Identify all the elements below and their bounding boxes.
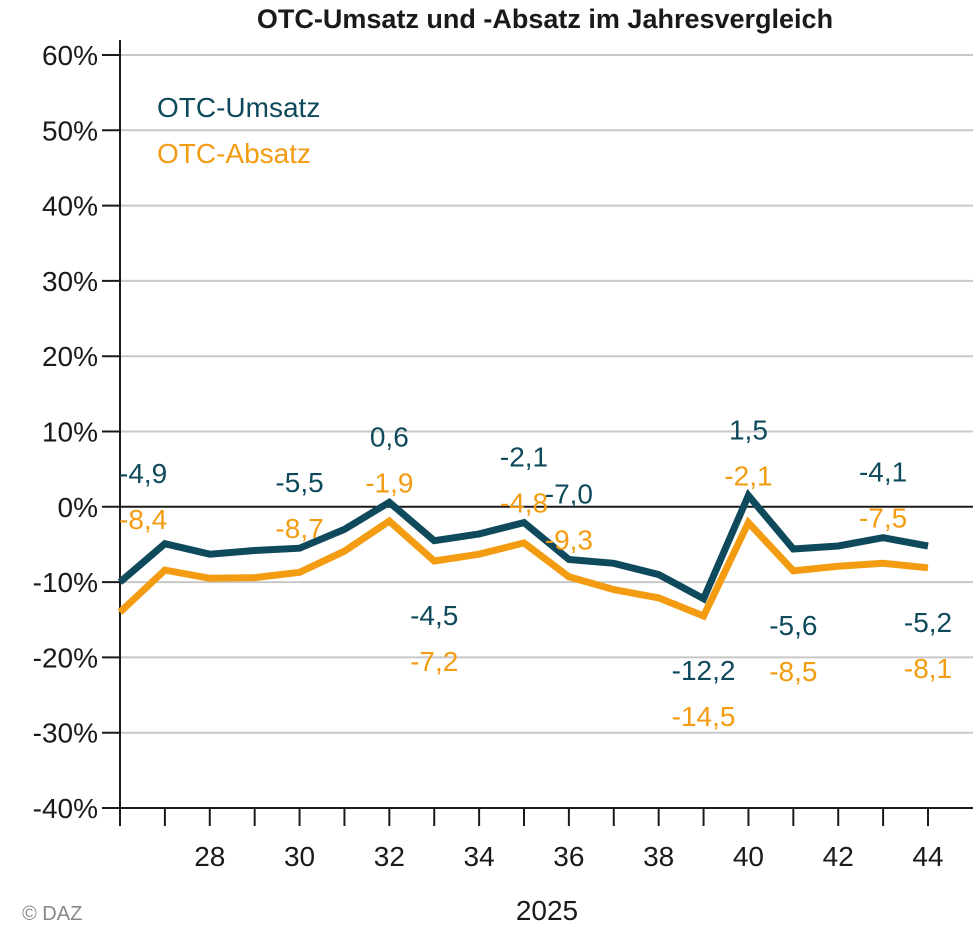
data-label-absatz: -2,1 bbox=[724, 461, 772, 492]
x-tick-label: 38 bbox=[643, 841, 674, 872]
series-lines bbox=[117, 488, 929, 621]
legend: OTC-Umsatz OTC-Absatz bbox=[157, 92, 320, 169]
y-tick-label: 10% bbox=[42, 417, 98, 448]
data-label-absatz: -9,3 bbox=[545, 525, 593, 556]
data-label-umsatz: -4,9 bbox=[119, 458, 167, 489]
data-label-umsatz: -4,5 bbox=[410, 600, 458, 631]
y-tick-label: 30% bbox=[42, 266, 98, 297]
data-label-umsatz: -12,2 bbox=[672, 655, 736, 686]
y-tick-label: -10% bbox=[33, 567, 98, 598]
data-labels: -4,9-8,4-5,5-8,70,6-1,9-4,5-7,2-2,1-4,8-… bbox=[119, 415, 952, 732]
data-label-umsatz: 0,6 bbox=[370, 421, 409, 452]
x-tick-label: 32 bbox=[374, 841, 405, 872]
data-label-umsatz: -5,2 bbox=[904, 607, 952, 638]
y-tick-label: -20% bbox=[33, 642, 98, 673]
data-label-umsatz: -7,0 bbox=[545, 479, 593, 510]
data-label-umsatz: -2,1 bbox=[500, 442, 548, 473]
data-label-absatz: -14,5 bbox=[672, 701, 736, 732]
x-tick-label: 30 bbox=[284, 841, 315, 872]
data-label-umsatz: -4,1 bbox=[859, 457, 907, 488]
x-tick-label: 40 bbox=[733, 841, 764, 872]
x-axis-label: 2025 bbox=[516, 895, 578, 926]
y-tick-label: 60% bbox=[42, 40, 98, 71]
legend-item-umsatz: OTC-Umsatz bbox=[157, 92, 320, 123]
x-tick-label: 44 bbox=[912, 841, 943, 872]
chart-title: OTC-Umsatz und -Absatz im Jahresvergleic… bbox=[257, 4, 833, 34]
data-label-absatz: -8,5 bbox=[769, 656, 817, 687]
legend-item-absatz: OTC-Absatz bbox=[157, 138, 311, 169]
copyright-source: © DAZ bbox=[22, 903, 82, 925]
data-label-absatz: -7,5 bbox=[859, 503, 907, 534]
x-tick-label: 36 bbox=[553, 841, 584, 872]
y-axis: 60% 50% 40% 30% 20% 10% 0% -10% -20% -30% -40% bbox=[33, 40, 121, 826]
gridlines bbox=[120, 54, 973, 734]
x-tick-label: 42 bbox=[823, 841, 854, 872]
series-line-absatz bbox=[117, 516, 929, 621]
y-tick-label: 0% bbox=[58, 492, 98, 523]
y-tick-label: -40% bbox=[33, 793, 98, 824]
data-label-absatz: -4,8 bbox=[500, 488, 548, 519]
data-label-umsatz: -5,5 bbox=[275, 467, 323, 498]
y-tick-label: 50% bbox=[42, 115, 98, 146]
data-label-absatz: -7,2 bbox=[410, 646, 458, 677]
x-tick-label: 28 bbox=[194, 841, 225, 872]
x-tick-label: 34 bbox=[464, 841, 495, 872]
data-label-absatz: -8,7 bbox=[275, 513, 323, 544]
y-tick-label: -30% bbox=[33, 718, 98, 749]
series-line-umsatz bbox=[117, 488, 929, 604]
data-label-umsatz: -5,6 bbox=[769, 610, 817, 641]
y-tick-label: 40% bbox=[42, 191, 98, 222]
data-label-absatz: -8,4 bbox=[119, 504, 167, 535]
data-label-absatz: -8,1 bbox=[904, 653, 952, 684]
data-label-absatz: -1,9 bbox=[365, 467, 413, 498]
data-label-umsatz: 1,5 bbox=[729, 415, 768, 446]
y-tick-label: 20% bbox=[42, 341, 98, 372]
x-axis: 28 30 32 34 36 38 40 42 44 bbox=[102, 807, 973, 872]
